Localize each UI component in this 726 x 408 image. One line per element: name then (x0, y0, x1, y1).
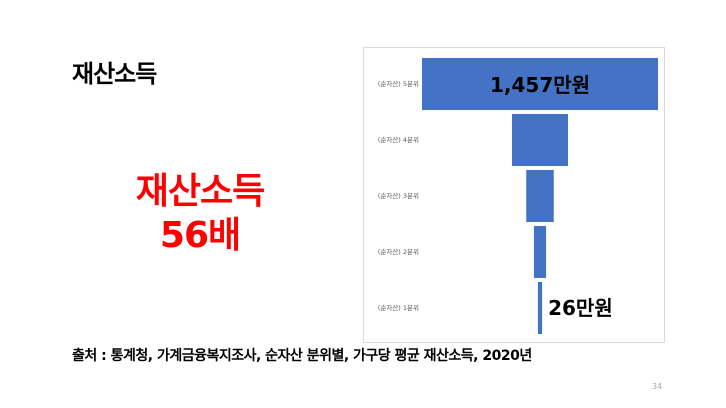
funnel-chart: (순자산) 5분위 1,457만원 (순자산) 4분위 (순자산) 3분위 (순자산) … (378, 58, 658, 334)
bar-5-quintile (422, 58, 658, 110)
category-label: (순자산) 2분위 (378, 247, 419, 256)
data-label: 1,457만원 (490, 73, 590, 97)
bar-2-quintile (533, 226, 547, 278)
chart-frame: (순자산) 5분위 1,457만원 (순자산) 4분위 (순자산) 3분위 (순자산) … (363, 47, 665, 343)
category-label: (순자산) 1분위 (378, 303, 419, 312)
page-number: 34 (652, 382, 663, 391)
source-note: 출처 : 통계청, 가계금융복지조사, 순자산 분위별, 가구당 평균 재산소득… (72, 348, 532, 364)
category-label: (순자산) 4분위 (378, 135, 419, 144)
bar-3-quintile (526, 170, 554, 222)
bar-4-quintile (511, 114, 569, 166)
category-label: (순자산) 3분위 (378, 191, 419, 200)
slide-title: 재산소득 (72, 60, 157, 88)
callout-line-2: 56배 (159, 215, 241, 256)
data-label: 26만원 (548, 296, 613, 320)
category-label: (순자산) 5분위 (378, 79, 419, 88)
bar-1-quintile (537, 282, 543, 334)
callout-text: 재산소득 56배 (100, 170, 300, 258)
callout-line-1: 재산소득 (135, 171, 265, 212)
